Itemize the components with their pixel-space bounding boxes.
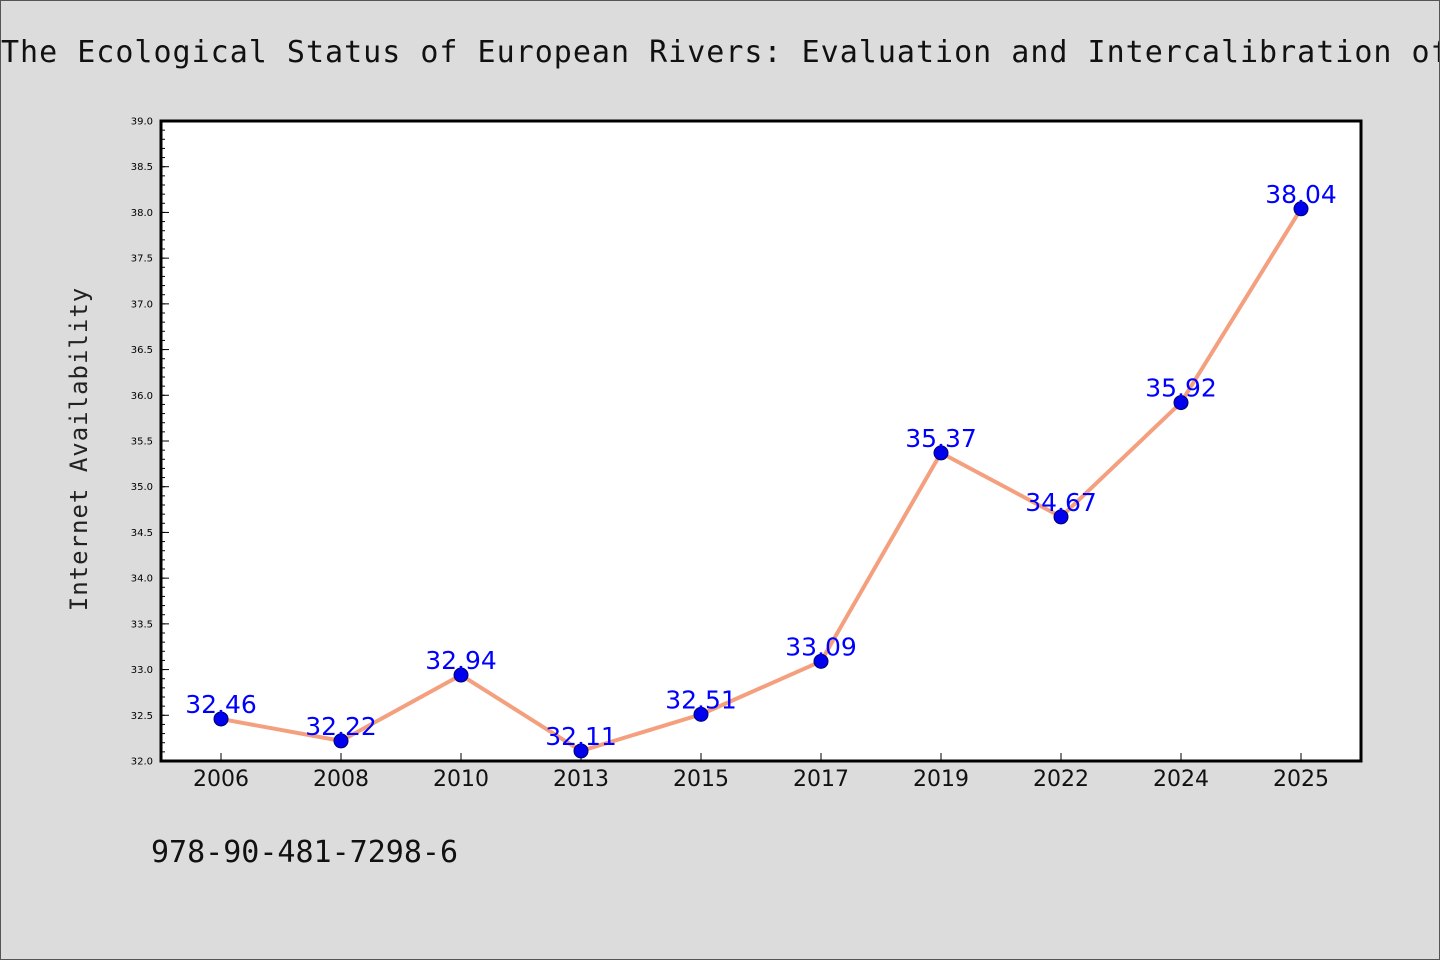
data-label: 33.09 (785, 632, 857, 661)
y-tick-label: 32.0 (131, 757, 153, 768)
chart-title: The Ecological Status of European Rivers… (1, 35, 1439, 70)
y-tick-label: 34.0 (131, 574, 153, 585)
x-tick-label: 2008 (313, 767, 369, 792)
y-tick-label: 35.0 (131, 482, 153, 493)
data-label: 35.92 (1145, 374, 1217, 403)
data-point (1173, 395, 1189, 411)
x-tick-label: 2017 (793, 767, 849, 792)
data-point (813, 653, 829, 669)
data-point (1053, 509, 1069, 525)
data-label: 32.11 (545, 722, 617, 751)
series-line (219, 206, 1303, 753)
y-tick-label: 37.0 (131, 299, 153, 310)
y-tick-label: 36.5 (131, 345, 153, 356)
y-tick-label: 38.5 (131, 162, 153, 173)
footer-code: 978-90-481-7298-6 (151, 835, 459, 870)
data-label: 32.22 (305, 712, 377, 741)
x-tick-label: 2024 (1153, 767, 1209, 792)
y-tick-label: 32.5 (131, 711, 153, 722)
data-point (573, 743, 589, 759)
y-tick-label: 38.0 (131, 208, 153, 219)
data-label: 35.37 (905, 424, 977, 453)
y-tick-label: 33.5 (131, 619, 153, 630)
y-tick-label: 37.5 (131, 254, 153, 265)
y-tick-label: 33.0 (131, 665, 153, 676)
x-tick-label: 2015 (673, 767, 729, 792)
data-point (1293, 201, 1309, 217)
data-point (453, 667, 469, 683)
data-label: 32.94 (425, 646, 497, 675)
plot-area (159, 119, 1363, 763)
data-label: 32.46 (185, 690, 257, 719)
x-tick-label: 2019 (913, 767, 969, 792)
x-tick-label: 2025 (1273, 767, 1329, 792)
data-label: 38.04 (1265, 180, 1337, 209)
data-point (333, 733, 349, 749)
data-point (693, 706, 709, 722)
data-label: 34.67 (1025, 488, 1097, 517)
x-tick-label: 2010 (433, 767, 489, 792)
data-label: 32.51 (665, 685, 737, 714)
x-tick-label: 2022 (1033, 767, 1089, 792)
data-point (933, 445, 949, 461)
y-tick-label: 35.5 (131, 437, 153, 448)
x-tick-label: 2006 (193, 767, 249, 792)
y-tick-label: 39.0 (131, 117, 153, 128)
x-tick-label: 2013 (553, 767, 609, 792)
data-point (213, 711, 229, 727)
y-tick-label: 36.0 (131, 391, 153, 402)
y-tick-label: 34.5 (131, 528, 153, 539)
